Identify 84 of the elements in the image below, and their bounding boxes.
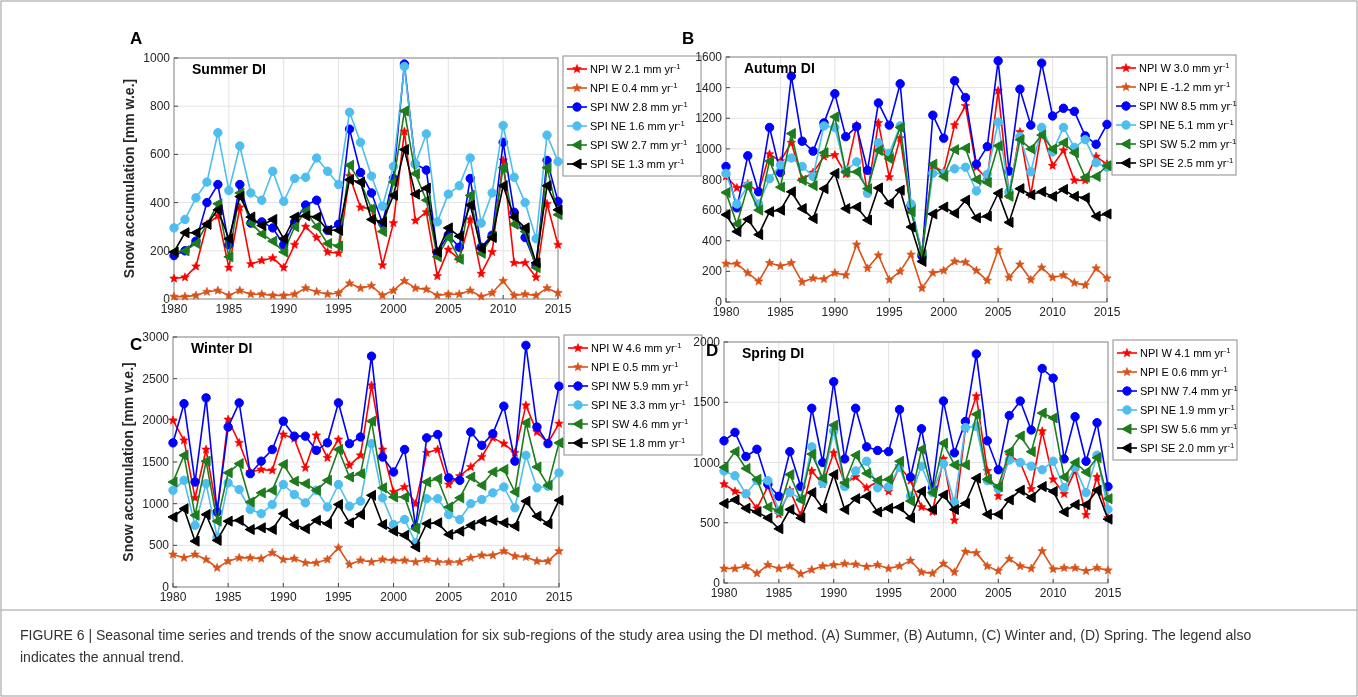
text: A bbox=[130, 29, 143, 48]
x-tick-label: 1990 bbox=[820, 586, 848, 600]
legend-label: SPI SW 5.6 mm yr$^{-1}$ bbox=[1140, 421, 1238, 435]
legend-label: NPI E 0.5 mm yr$^{-1}$ bbox=[591, 359, 679, 373]
x-tick-label: 2005 bbox=[434, 302, 462, 316]
y-axis-title: Snow accumulation [mm w.e.] bbox=[121, 78, 137, 279]
legend-label: SPI SW 5.2 mm yr$^{-1}$ bbox=[1139, 136, 1237, 150]
y-tick-label: 1500 bbox=[142, 455, 170, 469]
y-tick-label: 2000 bbox=[142, 413, 170, 428]
y-tick-label: 1000 bbox=[143, 51, 171, 65]
legend-label: SPI NE 1.9 mm yr$^{-1}$ bbox=[1140, 402, 1235, 416]
legend-label: SPI NE 1.6 mm yr$^{-1}$ bbox=[590, 118, 685, 132]
y-tick-label: 1400 bbox=[695, 80, 723, 95]
chart-title: Spring DI bbox=[742, 345, 805, 361]
y-tick-label: 500 bbox=[699, 515, 721, 530]
legend-label: NPI W 2.1 mm yr$^{-1}$ bbox=[590, 61, 681, 75]
x-tick-label: 2000 bbox=[380, 590, 408, 604]
text: C bbox=[130, 335, 143, 354]
y-tick-label: 3000 bbox=[142, 330, 170, 344]
y-tick-label: 1000 bbox=[693, 455, 721, 470]
x-tick-label: 1985 bbox=[215, 302, 243, 316]
legend-label: NPI W 4.1 mm yr$^{-1}$ bbox=[1140, 345, 1231, 359]
x-tick-label: 2015 bbox=[1093, 305, 1121, 319]
y-tick-label: 2500 bbox=[142, 371, 170, 386]
y-tick-label: 600 bbox=[149, 147, 171, 162]
y-tick-label: 800 bbox=[701, 172, 723, 187]
chart-title: Summer DI bbox=[192, 61, 266, 77]
y-tick-label: 1600 bbox=[695, 50, 723, 64]
legend-label: SPI NW 8.5 mm yr$^{-1}$ bbox=[1139, 98, 1237, 112]
legend-label: SPI SE 1.3 mm yr$^{-1}$ bbox=[590, 156, 685, 170]
legend-label: SPI SE 2.0 mm yr$^{-1}$ bbox=[1140, 440, 1235, 454]
x-tick-label: 2010 bbox=[1039, 305, 1067, 319]
text: B bbox=[682, 29, 695, 48]
x-tick-label: 1995 bbox=[875, 305, 903, 319]
x-tick-label: 2000 bbox=[930, 305, 958, 319]
legend-label: NPI W 4.6 mm yr$^{-1}$ bbox=[591, 340, 682, 354]
legend-label: SPI SW 4.6 mm yr$^{-1}$ bbox=[591, 416, 689, 430]
x-tick-label: 1990 bbox=[269, 590, 297, 604]
x-tick-label: 2000 bbox=[930, 586, 958, 600]
caption: FIGURE 6 | Seasonal time series and trends of the snow accumulation for six sub-regions of the study area using the DI method. (A) Summer, (B) Autumn, (C) Winter and, (D) Spring. The legend also indicates the annual trend. bbox=[20, 627, 1252, 665]
y-tick-label: 1500 bbox=[693, 395, 721, 410]
x-tick-label: 2005 bbox=[984, 586, 1012, 600]
x-tick-label: 1990 bbox=[270, 302, 298, 316]
legend-label: SPI SW 2.7 mm yr$^{-1}$ bbox=[590, 137, 688, 151]
legend-label: SPI NW 7.4 mm yr$^{-1}$ bbox=[1140, 383, 1238, 397]
legend-label: NPI E -1.2 mm yr$^{-1}$ bbox=[1139, 79, 1231, 93]
x-tick-label: 1995 bbox=[875, 586, 903, 600]
y-tick-label: 800 bbox=[149, 99, 171, 114]
chart-title: Autumn DI bbox=[744, 60, 815, 76]
x-tick-label: 2015 bbox=[1094, 586, 1122, 600]
x-tick-label: 2015 bbox=[545, 590, 573, 604]
y-axis-title: Snow accumulation [mm w.e.] bbox=[120, 362, 136, 562]
x-tick-label: 1985 bbox=[214, 590, 242, 604]
y-tick-label: 500 bbox=[148, 538, 170, 553]
y-tick-label: 1000 bbox=[695, 141, 723, 156]
x-tick-label: 2005 bbox=[984, 305, 1012, 319]
x-tick-label: 2000 bbox=[380, 302, 408, 316]
y-tick-label: 1200 bbox=[695, 111, 723, 126]
x-tick-label: 1990 bbox=[821, 305, 849, 319]
chart-title: Winter DI bbox=[191, 340, 253, 356]
x-tick-label: 2010 bbox=[1039, 586, 1067, 600]
x-tick-label: 2010 bbox=[489, 302, 517, 316]
x-tick-label: 1995 bbox=[325, 302, 353, 316]
x-tick-label: 1985 bbox=[767, 305, 795, 319]
legend-label: SPI NE 5.1 mm yr$^{-1}$ bbox=[1139, 117, 1234, 131]
x-tick-label: 1985 bbox=[765, 586, 793, 600]
y-tick-label: 400 bbox=[149, 195, 171, 210]
legend-label: NPI W 3.0 mm yr$^{-1}$ bbox=[1139, 60, 1230, 74]
legend-label: NPI E 0.4 mm yr$^{-1}$ bbox=[590, 80, 678, 94]
y-tick-label: 400 bbox=[701, 233, 723, 248]
legend-label: SPI NE 3.3 mm yr$^{-1}$ bbox=[591, 397, 686, 411]
x-tick-label: 2010 bbox=[490, 590, 518, 604]
y-tick-label: 200 bbox=[701, 264, 723, 279]
legend-label: SPI SE 2.5 mm yr$^{-1}$ bbox=[1139, 155, 1234, 169]
legend-label: SPI SE 1.8 mm yr$^{-1}$ bbox=[591, 435, 686, 449]
legend-label: SPI NW 5.9 mm yr$^{-1}$ bbox=[591, 378, 689, 392]
y-tick-label: 1000 bbox=[142, 496, 170, 511]
legend-label: NPI E 0.6 mm yr$^{-1}$ bbox=[1140, 364, 1228, 378]
x-tick-label: 1995 bbox=[325, 590, 353, 604]
x-tick-label: 2015 bbox=[544, 302, 572, 316]
y-tick-label: 600 bbox=[701, 203, 723, 218]
y-tick-label: 200 bbox=[149, 243, 171, 258]
x-tick-label: 2005 bbox=[435, 590, 463, 604]
legend-label: SPI NW 2.8 mm yr$^{-1}$ bbox=[590, 99, 688, 113]
